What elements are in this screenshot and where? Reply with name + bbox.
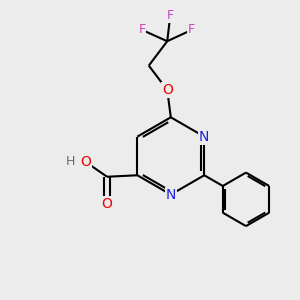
Text: F: F [167, 10, 174, 22]
Text: H: H [66, 155, 76, 168]
Text: O: O [102, 196, 112, 211]
Text: O: O [80, 155, 91, 169]
Text: F: F [138, 23, 146, 36]
Text: F: F [188, 23, 195, 36]
Text: N: N [166, 188, 176, 202]
Text: O: O [162, 83, 173, 97]
Text: N: N [199, 130, 209, 144]
